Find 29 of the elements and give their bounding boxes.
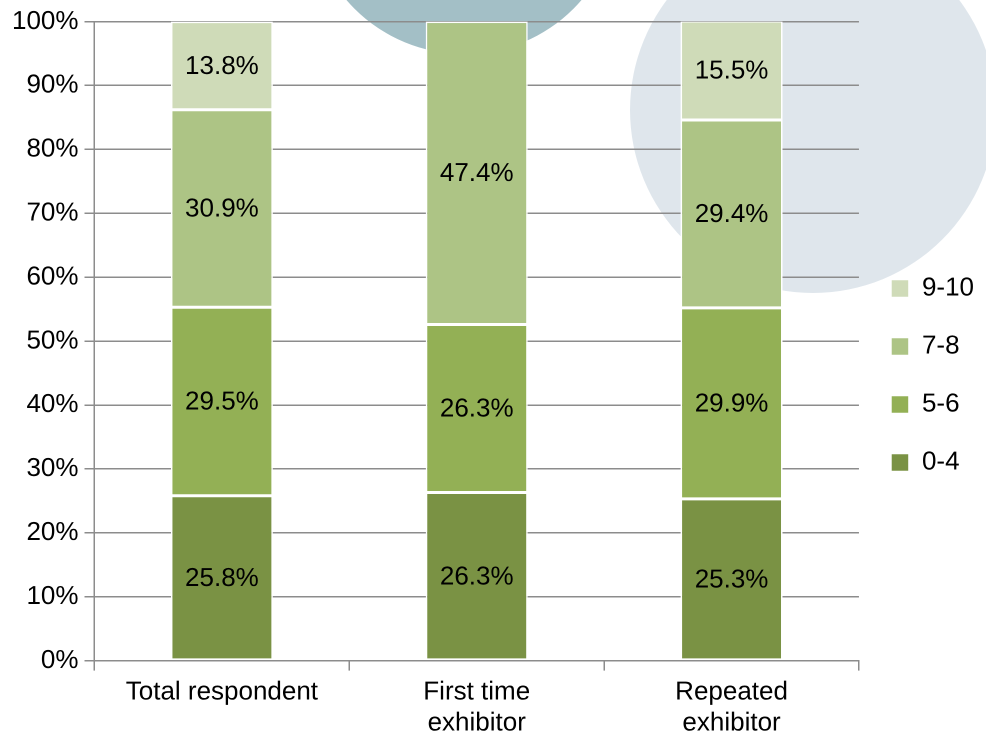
data-label: 26.3% [440, 392, 514, 423]
legend-label: 0-4 [922, 446, 960, 476]
y-tick-label: 90% [26, 68, 78, 99]
data-label: 26.3% [440, 560, 514, 590]
y-tick-label: 20% [26, 516, 78, 546]
data-label: 25.8% [185, 562, 259, 592]
y-tick-label: 80% [26, 132, 78, 163]
x-tick-label: First time exhibitor [423, 675, 530, 737]
data-label: 15.5% [694, 54, 768, 85]
y-tick-label: 70% [26, 196, 78, 226]
x-tick-label: Total respondent [126, 675, 319, 706]
data-label: 29.4% [694, 198, 768, 228]
data-label: 30.9% [185, 192, 259, 223]
data-label: 29.5% [185, 386, 259, 416]
data-label: 25.3% [694, 564, 768, 594]
y-tick-label: 10% [26, 580, 78, 610]
x-tick-label: Repeated exhibitor [675, 675, 788, 737]
legend-label: 9-10 [922, 272, 974, 302]
y-tick-label: 100% [12, 4, 78, 35]
legend-label: 5-6 [922, 388, 960, 418]
y-tick-label: 50% [26, 324, 78, 354]
data-label: 47.4% [440, 157, 514, 188]
data-label: 13.8% [185, 50, 259, 80]
legend-label: 7-8 [922, 330, 960, 360]
data-label: 29.9% [694, 388, 768, 418]
y-tick-label: 0% [40, 644, 78, 674]
y-tick-label: 30% [26, 452, 78, 482]
y-tick-label: 40% [26, 388, 78, 418]
y-tick-label: 60% [26, 260, 78, 290]
